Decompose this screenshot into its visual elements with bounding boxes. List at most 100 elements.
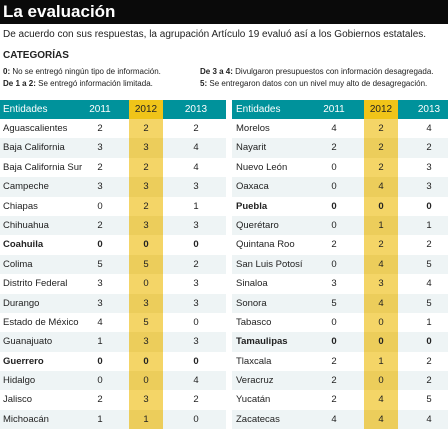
entity-name: Tlaxcala [236, 355, 272, 367]
entity-name: Oaxaca [236, 181, 269, 193]
score-2012: 4 [364, 177, 398, 197]
score-2012: 0 [364, 312, 398, 333]
category-0: 0: No se entregó ningún tipo de informac… [3, 67, 161, 76]
header-2013: 2013 [417, 104, 441, 115]
score-2011: 2 [97, 123, 103, 134]
score-2011: 0 [331, 200, 337, 212]
score-2011: 2 [331, 355, 337, 367]
header-entidades: Entidades [3, 104, 48, 115]
score-2012: 1 [129, 409, 163, 430]
table-row: Querétaro 0 1 1 [232, 215, 448, 236]
entity-name: Puebla [236, 200, 268, 212]
entity-name: Sinaloa [236, 278, 268, 290]
score-2011: 2 [331, 394, 337, 406]
score-2011: 5 [97, 258, 103, 270]
score-2013: 0 [426, 336, 432, 348]
score-2013: 3 [193, 181, 199, 193]
entity-name: Guerrero [3, 355, 44, 367]
entity-name: Jalisco [3, 394, 33, 406]
score-2013: 4 [426, 123, 432, 134]
score-2013: 2 [193, 394, 199, 406]
score-2013: 2 [426, 375, 432, 387]
score-2012: 3 [364, 274, 398, 294]
header-entidades: Entidades [236, 104, 281, 115]
table-row: Michoacán 1 1 0 [0, 409, 226, 430]
score-2011: 1 [97, 413, 103, 425]
table-row: Morelos 4 2 4 [232, 119, 448, 139]
score-2011: 2 [97, 161, 103, 173]
score-2012: 0 [364, 332, 398, 352]
score-2013: 2 [426, 142, 432, 154]
score-2013: 3 [426, 161, 432, 173]
table-row: Durango 3 3 3 [0, 293, 226, 313]
score-2011: 3 [97, 181, 103, 193]
score-2011: 0 [97, 375, 103, 387]
entity-name: Sonora [236, 297, 267, 309]
score-2013: 0 [193, 316, 199, 328]
score-2012: 2 [129, 157, 163, 178]
entity-name: Michoacán [3, 413, 49, 425]
score-2013: 2 [426, 239, 432, 251]
table-row: Campeche 3 3 3 [0, 177, 226, 197]
table-row: Colima 5 5 2 [0, 254, 226, 275]
score-2013: 3 [193, 297, 199, 309]
table-row: Baja California 3 3 4 [0, 138, 226, 158]
score-2013: 2 [426, 355, 432, 367]
entity-name: Nuevo León [236, 161, 288, 173]
score-2013: 0 [193, 413, 199, 425]
table-row: Sonora 5 4 5 [232, 293, 448, 313]
score-2011: 2 [331, 375, 337, 387]
table-row: Distrito Federal 3 0 3 [0, 274, 226, 294]
page-subtitle: De acuerdo con sus respuestas, la agrupa… [3, 29, 427, 40]
entity-name: Chiapas [3, 200, 38, 212]
score-2013: 0 [426, 200, 432, 212]
score-2011: 2 [97, 219, 103, 231]
score-2011: 2 [331, 239, 337, 251]
table-row: Hidalgo 0 0 4 [0, 371, 226, 391]
score-2012: 0 [129, 351, 163, 372]
score-2013: 5 [426, 297, 432, 309]
score-2012: 3 [129, 138, 163, 158]
score-2013: 1 [426, 219, 432, 231]
table-row: Quintana Roo 2 2 2 [232, 235, 448, 255]
score-2011: 0 [97, 200, 103, 212]
page-title: La evaluación [0, 0, 448, 24]
score-2013: 2 [193, 123, 199, 134]
score-2012: 5 [129, 312, 163, 333]
table-row: Tlaxcala 2 1 2 [232, 351, 448, 372]
score-2013: 4 [426, 278, 432, 290]
table-row: Coahuila 0 0 0 [0, 235, 226, 255]
score-2013: 1 [426, 316, 432, 328]
score-2011: 0 [97, 355, 103, 367]
score-2011: 0 [97, 239, 103, 251]
category-3-4: De 3 a 4: Divulgaron presupuestos con in… [200, 67, 434, 76]
entity-name: Distrito Federal [3, 278, 68, 290]
score-2011: 3 [331, 278, 337, 290]
score-2013: 0 [193, 239, 199, 251]
score-2013: 3 [193, 278, 199, 290]
entity-name: Colima [3, 258, 33, 270]
score-2012: 3 [129, 293, 163, 313]
entity-name: Zacatecas [236, 413, 280, 425]
category-1-2: De 1 a 2: Se entregó información limitad… [3, 79, 153, 88]
score-2011: 1 [97, 336, 103, 348]
entity-name: Tamaulipas [236, 336, 288, 348]
score-2011: 2 [331, 142, 337, 154]
table-row: Jalisco 2 3 2 [0, 390, 226, 410]
score-2013: 4 [426, 413, 432, 425]
score-2012: 1 [364, 215, 398, 236]
score-2012: 0 [364, 371, 398, 391]
score-2011: 4 [97, 316, 103, 328]
table-row: Oaxaca 0 4 3 [232, 177, 448, 197]
table-row: Sinaloa 3 3 4 [232, 274, 448, 294]
score-2011: 0 [331, 161, 337, 173]
score-2013: 4 [193, 161, 199, 173]
score-2011: 0 [331, 181, 337, 193]
entity-name: Yucatán [236, 394, 271, 406]
entity-name: Chihuahua [3, 219, 49, 231]
score-2013: 3 [193, 336, 199, 348]
header-2012: 2012 [129, 100, 163, 119]
score-2011: 4 [331, 413, 337, 425]
score-2012: 2 [129, 196, 163, 216]
entity-name: Morelos [236, 123, 270, 134]
